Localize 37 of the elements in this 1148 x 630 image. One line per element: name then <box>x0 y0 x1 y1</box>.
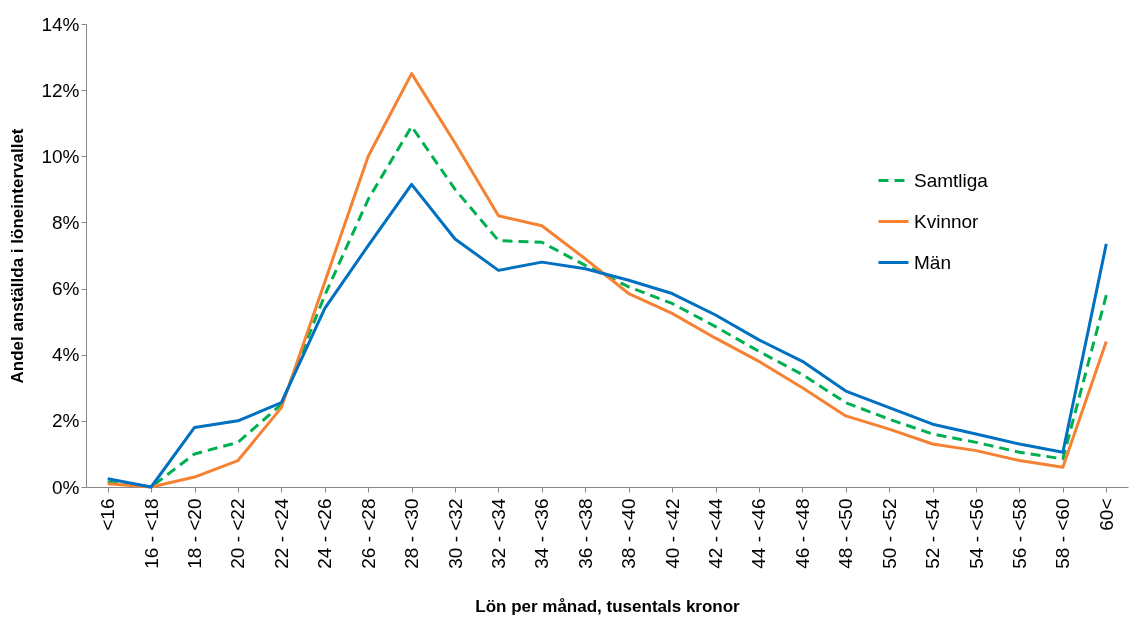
x-tick-label: 22 - <24 <box>270 498 292 569</box>
x-tick-label: 38 - <40 <box>618 498 640 569</box>
x-tick-label: 42 - <44 <box>705 498 727 569</box>
x-tick-label: 52 - <54 <box>922 498 944 569</box>
x-tick-label: 50 - <52 <box>878 498 900 569</box>
y-tick-label: 10% <box>41 145 80 167</box>
x-tick-label: 48 - <50 <box>835 498 857 569</box>
x-tick-label: 34 - <36 <box>531 498 553 569</box>
x-axis-title: Lön per månad, tusentals kronor <box>475 596 741 616</box>
x-tick-label: 40 - <42 <box>661 498 683 569</box>
x-tick-label: 26 - <28 <box>357 498 379 569</box>
x-tick-label: 24 - <26 <box>314 498 336 569</box>
x-tick-label: 36 - <38 <box>574 498 596 569</box>
y-tick-label: 14% <box>41 13 80 35</box>
x-tick-label: 28 - <30 <box>401 498 423 569</box>
y-tick-label: 8% <box>52 211 80 233</box>
y-tick-label: 6% <box>52 278 80 300</box>
y-tick-label: 4% <box>52 344 80 366</box>
x-tick-label: <16 <box>97 498 119 531</box>
x-tick-label: 56 - <58 <box>1008 498 1030 569</box>
y-tick-label: 0% <box>52 476 80 498</box>
legend-label: Män <box>914 251 951 273</box>
legend-label: Kvinnor <box>914 210 980 232</box>
x-tick-label: 44 - <46 <box>748 498 770 569</box>
x-tick-label: 58 - <60 <box>1052 498 1074 569</box>
x-tick-label: 32 - <34 <box>487 498 509 569</box>
y-tick-label: 2% <box>52 410 80 432</box>
x-tick-label: 60< <box>1095 498 1117 531</box>
x-tick-label: 30 - <32 <box>444 498 466 569</box>
legend-label: Samtliga <box>914 169 989 191</box>
x-tick-label: 20 - <22 <box>227 498 249 569</box>
y-axis-title: Andel anställda i löneintervallet <box>8 128 28 384</box>
x-tick-label: 18 - <20 <box>184 498 206 569</box>
x-tick-label: 54 - <56 <box>965 498 987 569</box>
x-tick-label: 46 - <48 <box>791 498 813 569</box>
y-tick-label: 12% <box>41 79 80 101</box>
x-tick-label: 16 - <18 <box>140 498 162 569</box>
